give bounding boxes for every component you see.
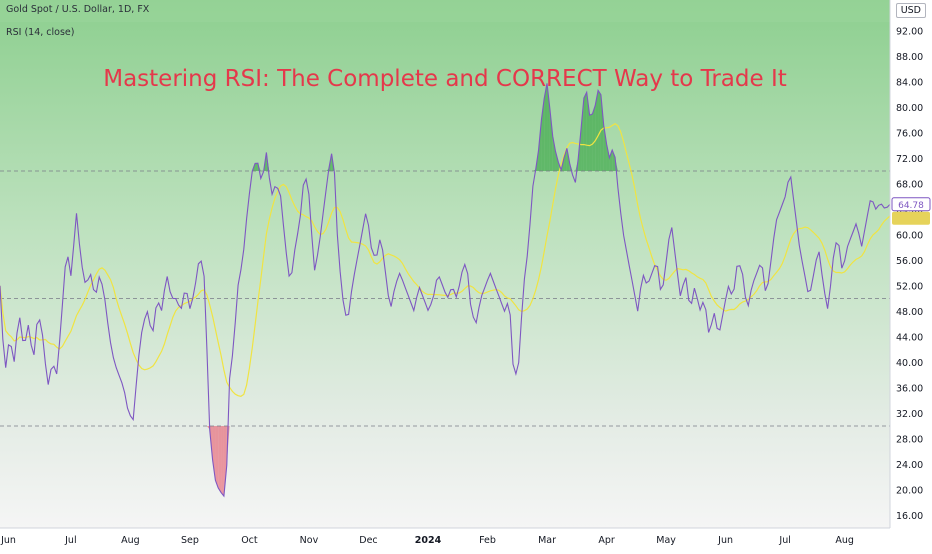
x-tick-label: Mar: [538, 535, 556, 546]
x-tick-label: Jun: [0, 535, 16, 546]
overbought-fill-segment: [584, 92, 587, 171]
y-tick-label: 56.00: [896, 256, 923, 267]
x-tick-label: Jul: [778, 535, 790, 546]
y-tick-label: 48.00: [896, 307, 923, 318]
y-tick-label: 92.00: [896, 26, 923, 37]
overlay-title: Mastering RSI: The Complete and CORRECT …: [0, 66, 890, 92]
x-tick-label: Dec: [359, 535, 377, 546]
oversold-fill-segment: [218, 426, 221, 493]
y-tick-label: 52.00: [896, 281, 923, 292]
symbol-title: Gold Spot / U.S. Dollar, 1D, FX: [6, 4, 149, 15]
y-tick-label: 16.00: [896, 511, 923, 522]
y-tick-label: 68.00: [896, 179, 923, 190]
y-tick-label: 28.00: [896, 434, 923, 445]
overbought-fill-segment: [255, 163, 258, 171]
x-tick-label: Oct: [241, 535, 258, 546]
x-tick-label: Jul: [64, 535, 76, 546]
indicator-label[interactable]: RSI (14, close): [6, 27, 74, 38]
x-tick-label: Apr: [598, 535, 615, 546]
x-tick-label: May: [656, 535, 676, 546]
x-tick-label: Nov: [300, 535, 319, 546]
x-tick-label: Aug: [121, 535, 140, 546]
y-tick-label: 72.00: [896, 154, 923, 165]
y-tick-label: 32.00: [896, 409, 923, 420]
y-tick-label: 20.00: [896, 485, 923, 496]
y-tick-label: 76.00: [896, 128, 923, 139]
x-tick-label: 2024: [415, 535, 442, 546]
overbought-fill-segment: [592, 106, 595, 171]
oversold-fill-segment: [215, 426, 218, 488]
y-tick-label: 24.00: [896, 460, 923, 471]
y-tick-label: 88.00: [896, 52, 923, 63]
x-tick-label: Feb: [479, 535, 496, 546]
x-tick-label: Sep: [181, 535, 199, 546]
overbought-fill-segment: [590, 114, 593, 171]
y-tick-label: 80.00: [896, 103, 923, 114]
y-tick-label: 44.00: [896, 332, 923, 343]
x-tick-label: Aug: [835, 535, 854, 546]
y-tick-label: 60.00: [896, 230, 923, 241]
y-tick-label: 40.00: [896, 358, 923, 369]
y-tick-label: 36.00: [896, 383, 923, 394]
oversold-fill-segment: [221, 426, 224, 496]
currency-button[interactable]: USD: [896, 3, 926, 18]
ma-last-value-badge: [892, 212, 930, 225]
rsi-last-value-text: 64.78: [898, 201, 924, 211]
y-tick-label: 84.00: [896, 77, 923, 88]
x-tick-label: Jun: [717, 535, 733, 546]
